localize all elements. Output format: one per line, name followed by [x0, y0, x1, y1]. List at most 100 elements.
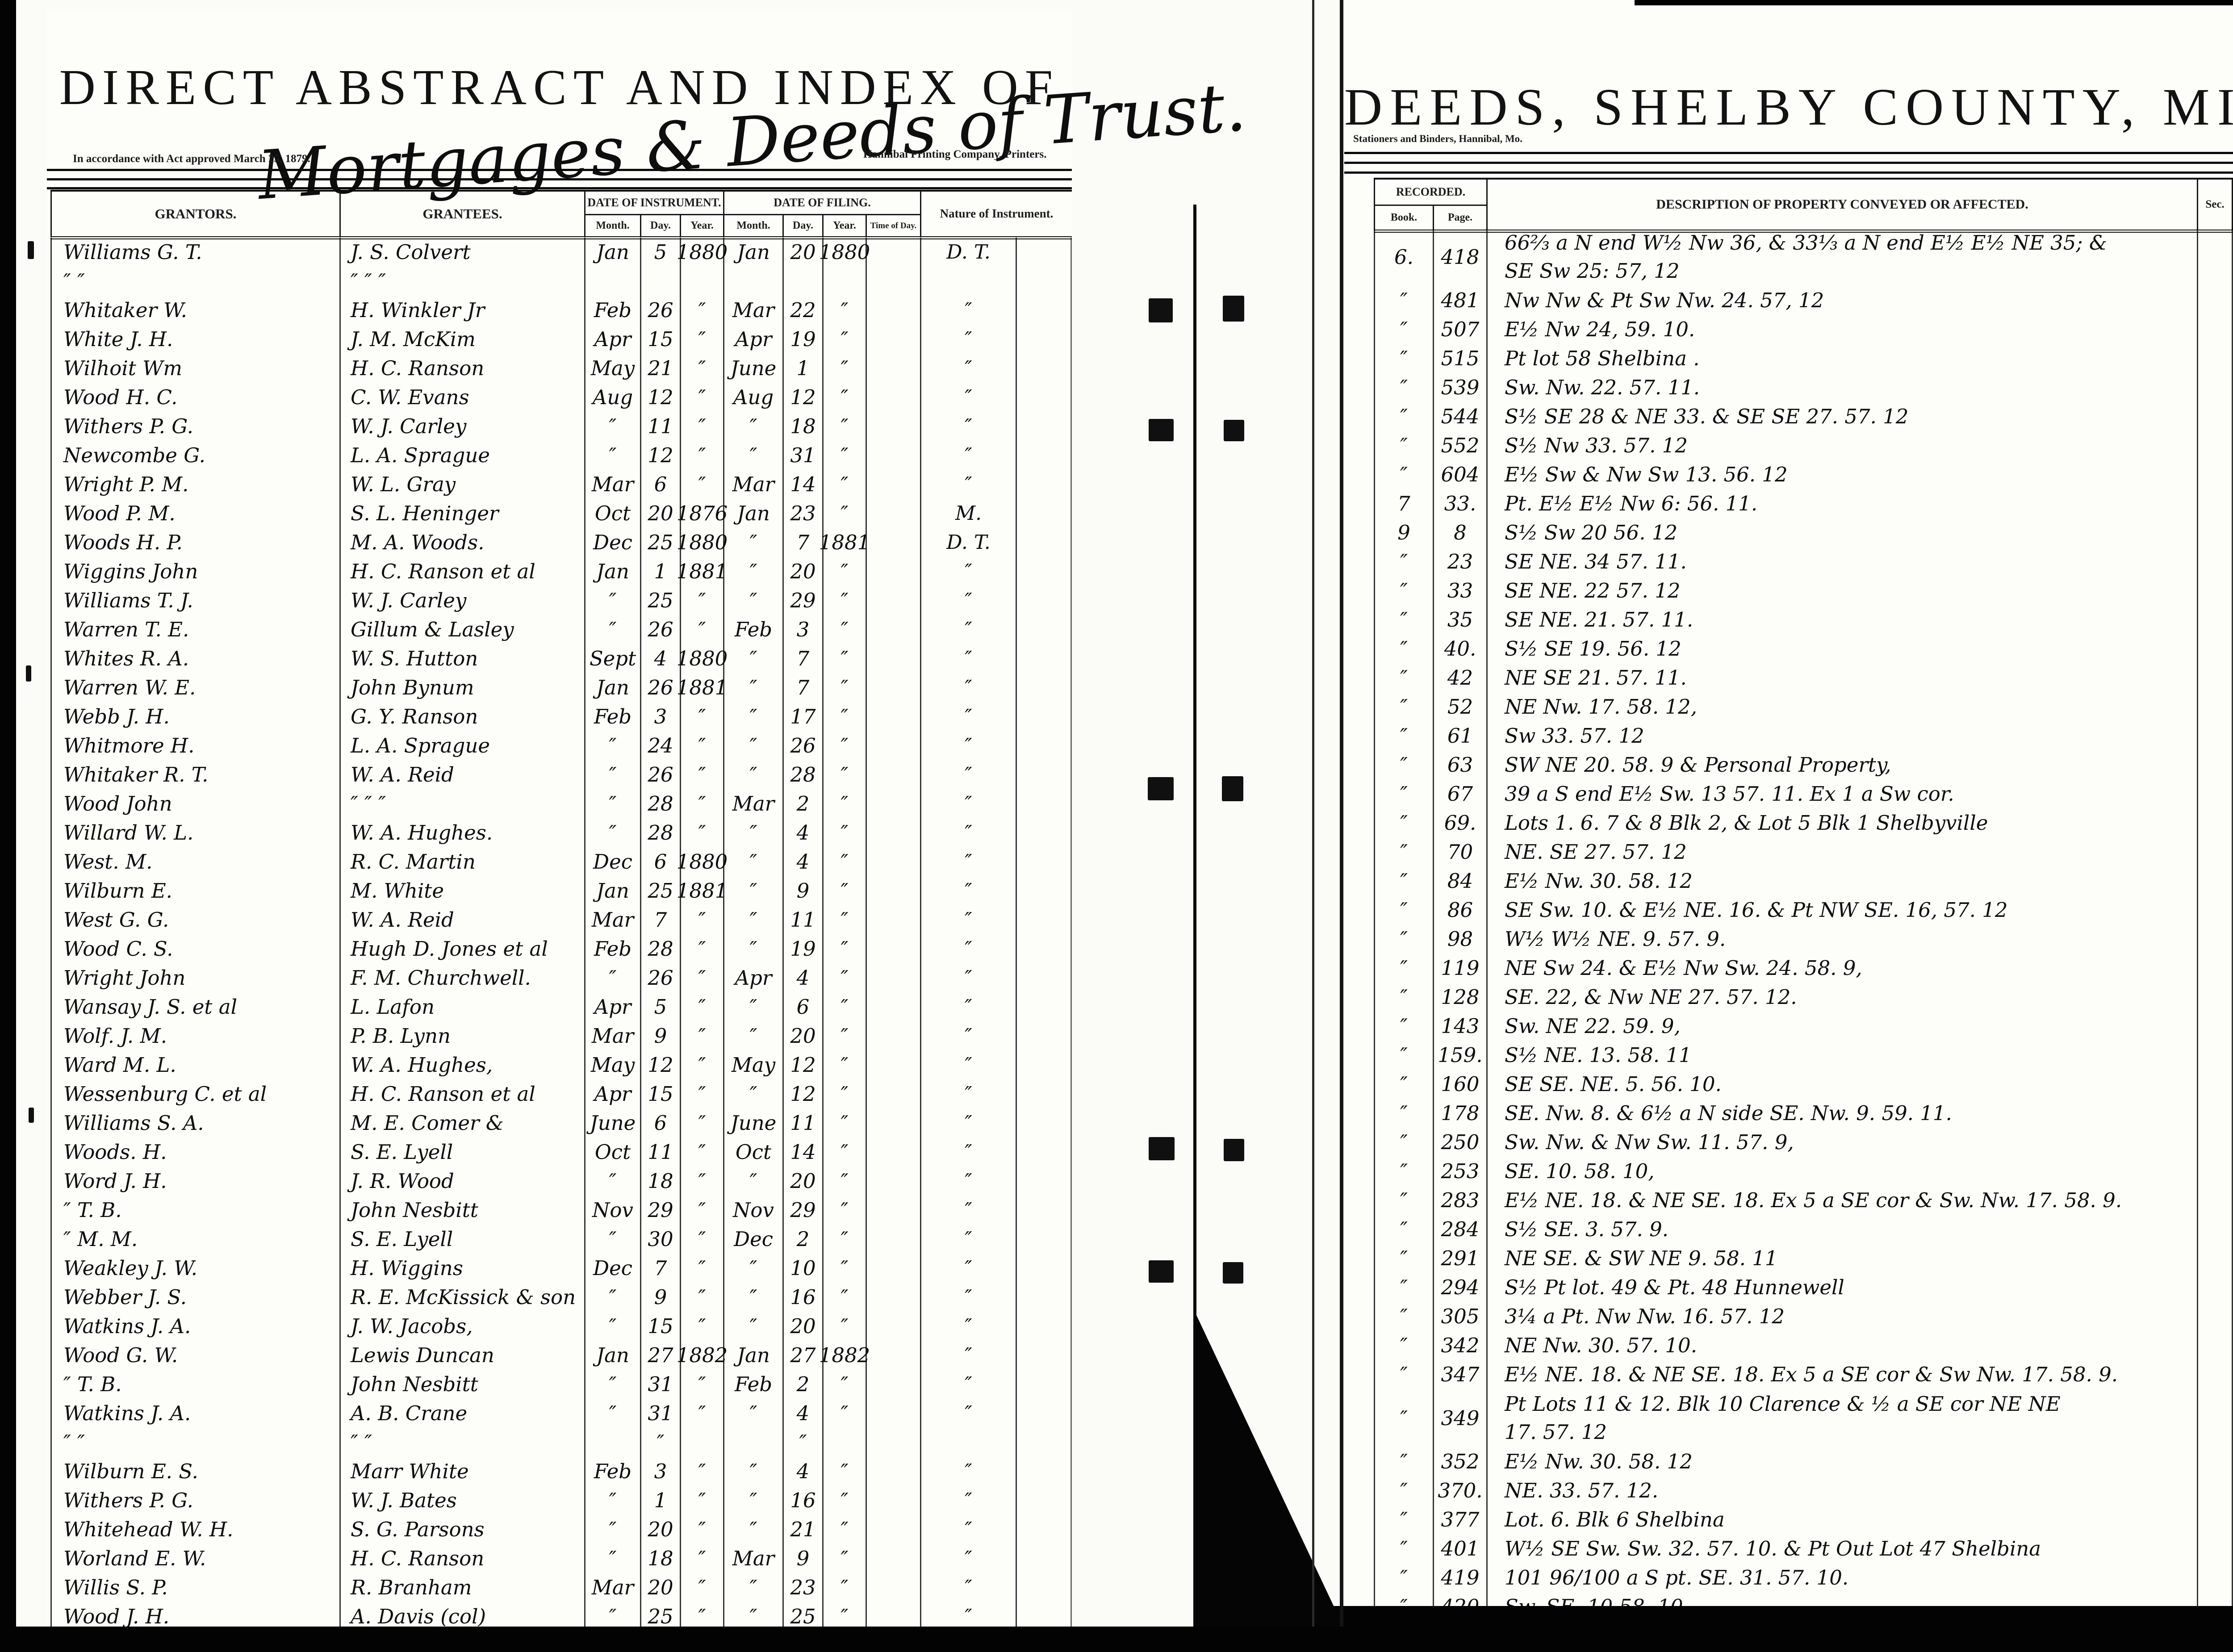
page-cell: 84 [1433, 866, 1486, 895]
twp-cell [2232, 721, 2233, 750]
filing-month-cell: ″ [723, 731, 782, 760]
table-row: Wood John ″ ″ ″ ″ 28 ″ Mar 2 ″ ″ [50, 789, 1072, 818]
book-cell: ″ [1374, 1128, 1433, 1157]
time-of-day-cell [866, 905, 920, 934]
time-of-day-cell [866, 1050, 920, 1079]
filing-day-cell: 29 [782, 586, 822, 615]
grantee-cell: Hugh D. Jones et al [339, 934, 584, 963]
filing-year-cell: ″ [822, 557, 866, 586]
nature-cell: ″ [920, 876, 1016, 905]
instrument-year-cell: ″ [680, 586, 723, 615]
filing-year-cell: ″ [822, 876, 866, 905]
grantor-cell: Wilburn E. S. [50, 1457, 339, 1486]
instrument-day-cell: 15 [640, 325, 680, 354]
filing-year-cell: ″ [822, 905, 866, 934]
filing-month-cell: ″ [723, 934, 782, 963]
grantor-cell: Webber J. S. [50, 1283, 339, 1312]
grantee-cell: J. R. Wood [339, 1167, 584, 1196]
table-row: Warren W. E. John Bynum Jan 26 1881 ″ 7 ″ ″ [50, 673, 1072, 702]
filing-month-cell: ″ [723, 847, 782, 876]
instrument-month-cell [584, 1428, 640, 1457]
table-row: Whitmore H. L. A. Sprague ″ 24 ″ ″ 26 ″ ″ [50, 731, 1072, 760]
sec-cell [2197, 518, 2232, 547]
scan-edge-top-right [1635, 0, 2233, 5]
filing-day-cell: 4 [782, 1399, 822, 1428]
table-row: Withers P. G. W. J. Bates ″ 1 ″ ″ 16 ″ ″ [50, 1486, 1072, 1515]
description-cell: Pt. E½ E½ Nw 6: 56. 11. [1486, 489, 2197, 518]
grantee-cell: W. J. Carley [339, 412, 584, 441]
sec-cell [2197, 1302, 2232, 1331]
book-cell: ″ [1374, 373, 1433, 402]
page-cell: 8 [1433, 518, 1486, 547]
table-row: ″ 291 NE SE. & SW NE 9. 58. 11 [1374, 1244, 2233, 1273]
nature-cell: ″ [920, 441, 1016, 470]
description-cell: W½ SE Sw. Sw. 32. 57. 10. & Pt Out Lot 4… [1486, 1534, 2197, 1563]
blank-cell [1016, 1486, 1072, 1515]
page-cell: 539 [1433, 373, 1486, 402]
description-cell: Sw. NE 22. 59. 9, [1486, 1012, 2197, 1041]
twp-cell [2232, 228, 2233, 286]
table-row: ″ T. B. John Nesbitt Nov 29 ″ Nov 29 ″ ″ [50, 1196, 1072, 1225]
sec-cell [2197, 779, 2232, 808]
twp-cell [2232, 1302, 2233, 1331]
nature-cell: ″ [920, 1050, 1016, 1079]
instrument-year-cell: ″ [680, 1602, 723, 1631]
page-cell: 253 [1433, 1157, 1486, 1186]
page-cell: 481 [1433, 286, 1486, 315]
time-of-day-cell [866, 296, 920, 325]
time-of-day-cell [866, 760, 920, 789]
grantor-cell: Wood C. S. [50, 934, 339, 963]
blank-cell [1016, 499, 1072, 528]
book-cell: ″ [1374, 460, 1433, 489]
nature-cell: ″ [920, 1021, 1016, 1050]
blank-cell [1016, 325, 1072, 354]
blank-cell [1016, 1457, 1072, 1486]
instrument-year-cell: ″ [680, 1254, 723, 1283]
description-cell: Sw 33. 57. 12 [1486, 721, 2197, 750]
description-cell: SE Sw. 10. & E½ NE. 16. & Pt NW SE. 16, … [1486, 895, 2197, 924]
grantee-cell: W. A. Hughes, [339, 1050, 584, 1079]
instrument-day-cell [640, 267, 680, 296]
instrument-year-cell: ″ [680, 1312, 723, 1341]
filing-year-cell: 1880 [819, 238, 870, 267]
time-of-day-cell [866, 441, 920, 470]
page-edge-line [1340, 0, 1343, 1627]
grantee-cell: F. M. Churchwell. [339, 963, 584, 992]
table-row: Williams S. A. M. E. Comer & June 6 ″ June 11 ″… [50, 1108, 1072, 1138]
sec-cell [2197, 1012, 2232, 1041]
filing-year-cell: ″ [822, 1457, 866, 1486]
instrument-day-cell: 25 [640, 876, 680, 905]
filing-year-cell: ″ [822, 1486, 866, 1515]
filing-day-cell: 7 [782, 644, 822, 673]
instrument-month-cell: Feb [584, 1457, 640, 1486]
sec-cell [2197, 1389, 2232, 1447]
nature-cell: ″ [920, 325, 1016, 354]
table-row: ″ 42 NE SE 21. 57. 11. [1374, 663, 2233, 692]
time-of-day-cell [866, 557, 920, 586]
filing-month-cell: ″ [723, 1079, 782, 1108]
book-cell: ″ [1374, 1041, 1433, 1070]
table-row: ″ 352 E½ Nw. 30. 58. 12 [1374, 1447, 2233, 1476]
blank-cell [1016, 1021, 1072, 1050]
sec-cell [2197, 489, 2232, 518]
instrument-day-cell: 28 [640, 789, 680, 818]
filing-month-cell: ″ [723, 586, 782, 615]
grantee-cell: R. C. Martin [339, 847, 584, 876]
table-row: Warren T. E. Gillum & Lasley ″ 26 ″ Feb 3 ″ ″ [50, 615, 1072, 644]
instrument-year-cell: ″ [680, 818, 723, 847]
instrument-day-cell: 26 [640, 673, 680, 702]
time-of-day-cell [866, 615, 920, 644]
divider-rule [1344, 171, 2233, 174]
sec-cell [2197, 1360, 2232, 1389]
filing-year-cell: ″ [822, 1225, 866, 1254]
twp-cell [2232, 1041, 2233, 1070]
table-row: ″ 67 39 a S end E½ Sw. 13 57. 11. Ex 1 a S… [1374, 779, 2233, 808]
book-cell: 6. [1374, 228, 1433, 286]
twp-cell [2232, 547, 2233, 576]
instrument-month-cell: Dec [584, 528, 640, 557]
time-of-day-cell [866, 1341, 920, 1370]
instrument-year-cell: ″ [680, 934, 723, 963]
time-of-day-cell [866, 354, 920, 383]
book-cell: ″ [1374, 866, 1433, 895]
grantor-cell: Watkins J. A. [50, 1312, 339, 1341]
